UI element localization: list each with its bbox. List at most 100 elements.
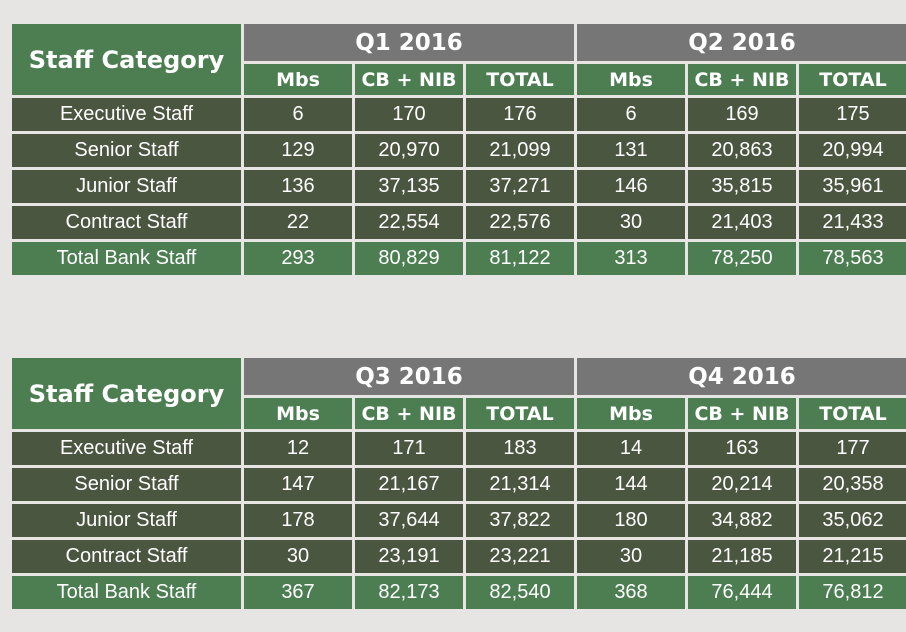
column-header-cb-nib: CB + NIB — [355, 64, 463, 95]
table-cell: 178 — [244, 504, 352, 537]
quarter-header-q4: Q4 2016 — [577, 358, 906, 395]
table-cell: 22 — [244, 206, 352, 239]
table-cell: 129 — [244, 134, 352, 167]
table-cell: 76,812 — [799, 576, 906, 609]
column-header-cb-nib: CB + NIB — [688, 64, 796, 95]
table-cell: 6 — [244, 98, 352, 131]
table-cell: 147 — [244, 468, 352, 501]
column-header-total: TOTAL — [799, 398, 906, 429]
column-header-mbs: Mbs — [577, 398, 685, 429]
table-row-junior-staff: Junior Staff 136 37,135 37,271 146 35,81… — [12, 170, 906, 203]
table-cell: 169 — [688, 98, 796, 131]
table-cell: 35,815 — [688, 170, 796, 203]
table-row-executive-staff: Executive Staff 12 171 183 14 163 177 — [12, 432, 906, 465]
column-header-cb-nib: CB + NIB — [688, 398, 796, 429]
table-cell: 20,214 — [688, 468, 796, 501]
table-row-contract-staff: Contract Staff 30 23,191 23,221 30 21,18… — [12, 540, 906, 573]
staff-category-header: Staff Category — [12, 24, 241, 95]
staff-table-q3-q4: Staff Category Q3 2016 Q4 2016 Mbs CB + … — [9, 355, 906, 612]
row-category-label: Senior Staff — [12, 468, 241, 501]
row-category-label: Executive Staff — [12, 432, 241, 465]
column-header-cb-nib: CB + NIB — [355, 398, 463, 429]
row-category-label: Junior Staff — [12, 504, 241, 537]
table-cell: 163 — [688, 432, 796, 465]
table-cell: 34,882 — [688, 504, 796, 537]
table-cell: 37,271 — [466, 170, 574, 203]
table-cell: 82,540 — [466, 576, 574, 609]
table-cell: 176 — [466, 98, 574, 131]
table-cell: 20,863 — [688, 134, 796, 167]
table-row-executive-staff: Executive Staff 6 170 176 6 169 175 — [12, 98, 906, 131]
table-cell: 23,221 — [466, 540, 574, 573]
table-cell: 293 — [244, 242, 352, 275]
column-header-mbs: Mbs — [244, 64, 352, 95]
row-category-label: Contract Staff — [12, 540, 241, 573]
table-cell: 21,215 — [799, 540, 906, 573]
table-cell: 144 — [577, 468, 685, 501]
table-cell: 21,185 — [688, 540, 796, 573]
row-category-label: Total Bank Staff — [12, 242, 241, 275]
column-header-total: TOTAL — [466, 398, 574, 429]
table-cell: 23,191 — [355, 540, 463, 573]
row-category-label: Contract Staff — [12, 206, 241, 239]
table-cell: 183 — [466, 432, 574, 465]
quarter-header-q3: Q3 2016 — [244, 358, 574, 395]
table-cell: 368 — [577, 576, 685, 609]
table-cell: 131 — [577, 134, 685, 167]
table-cell: 37,644 — [355, 504, 463, 537]
table-cell: 313 — [577, 242, 685, 275]
table-cell: 21,099 — [466, 134, 574, 167]
row-category-label: Total Bank Staff — [12, 576, 241, 609]
table-row-senior-staff: Senior Staff 147 21,167 21,314 144 20,21… — [12, 468, 906, 501]
table-cell: 21,314 — [466, 468, 574, 501]
table-cell: 35,961 — [799, 170, 906, 203]
table-cell: 177 — [799, 432, 906, 465]
quarter-header-q2: Q2 2016 — [577, 24, 906, 61]
table-cell: 171 — [355, 432, 463, 465]
staff-table-q1-q2: Staff Category Q1 2016 Q2 2016 Mbs CB + … — [9, 21, 906, 278]
quarter-header-q1: Q1 2016 — [244, 24, 574, 61]
staff-category-header: Staff Category — [12, 358, 241, 429]
table-cell: 20,358 — [799, 468, 906, 501]
table-row-senior-staff: Senior Staff 129 20,970 21,099 131 20,86… — [12, 134, 906, 167]
table-cell: 367 — [244, 576, 352, 609]
table-cell: 37,135 — [355, 170, 463, 203]
table-cell: 76,444 — [688, 576, 796, 609]
table-cell: 21,433 — [799, 206, 906, 239]
table-row-total-bank-staff: Total Bank Staff 293 80,829 81,122 313 7… — [12, 242, 906, 275]
column-header-mbs: Mbs — [244, 398, 352, 429]
table-cell: 78,563 — [799, 242, 906, 275]
table-cell: 30 — [577, 206, 685, 239]
table-cell: 175 — [799, 98, 906, 131]
table-cell: 20,970 — [355, 134, 463, 167]
table-cell: 6 — [577, 98, 685, 131]
table-cell: 22,576 — [466, 206, 574, 239]
table-row-junior-staff: Junior Staff 178 37,644 37,822 180 34,88… — [12, 504, 906, 537]
table-cell: 82,173 — [355, 576, 463, 609]
table-row-total-bank-staff: Total Bank Staff 367 82,173 82,540 368 7… — [12, 576, 906, 609]
table-cell: 12 — [244, 432, 352, 465]
column-header-mbs: Mbs — [577, 64, 685, 95]
table-cell: 22,554 — [355, 206, 463, 239]
table-cell: 78,250 — [688, 242, 796, 275]
table-row-contract-staff: Contract Staff 22 22,554 22,576 30 21,40… — [12, 206, 906, 239]
table-cell: 21,167 — [355, 468, 463, 501]
row-category-label: Senior Staff — [12, 134, 241, 167]
table-cell: 136 — [244, 170, 352, 203]
column-header-total: TOTAL — [799, 64, 906, 95]
row-category-label: Junior Staff — [12, 170, 241, 203]
table-cell: 21,403 — [688, 206, 796, 239]
table-cell: 80,829 — [355, 242, 463, 275]
table-cell: 37,822 — [466, 504, 574, 537]
row-category-label: Executive Staff — [12, 98, 241, 131]
table-cell: 180 — [577, 504, 685, 537]
table-cell: 14 — [577, 432, 685, 465]
table-cell: 30 — [577, 540, 685, 573]
column-header-total: TOTAL — [466, 64, 574, 95]
table-cell: 170 — [355, 98, 463, 131]
table-cell: 30 — [244, 540, 352, 573]
table-cell: 20,994 — [799, 134, 906, 167]
table-cell: 35,062 — [799, 504, 906, 537]
table-cell: 146 — [577, 170, 685, 203]
table-cell: 81,122 — [466, 242, 574, 275]
